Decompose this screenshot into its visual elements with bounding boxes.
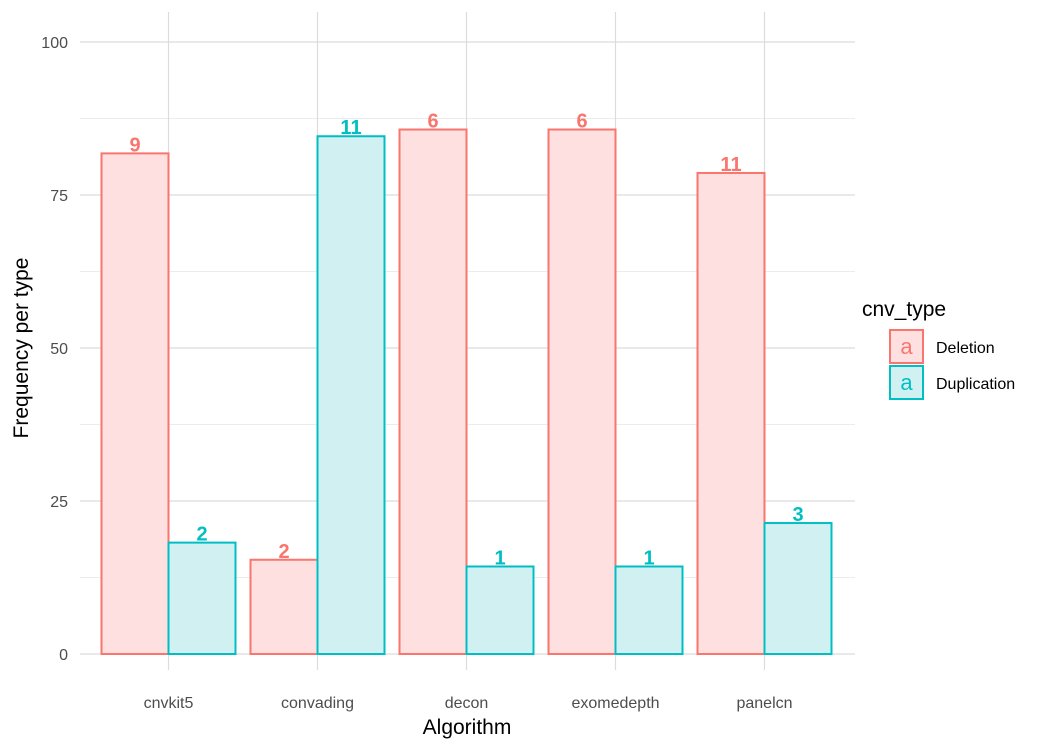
bar-value-label: 11 (720, 154, 741, 176)
y-tick-label: 25 (50, 494, 68, 511)
bar-deletion-decon (398, 128, 468, 656)
legend-key-duplication (889, 365, 924, 400)
legend-key-glyph: a (900, 334, 913, 359)
legend-key-deletion (889, 329, 924, 364)
bars (100, 128, 833, 656)
bar-deletion-panelcn (696, 171, 766, 656)
bar-value-label: 6 (427, 111, 438, 133)
bar-deletion-cnvkit5 (100, 152, 170, 655)
x-axis-ticks: cnvkit5 convading decon exomedepth panelcn (144, 695, 793, 712)
bar-value-label: 2 (278, 541, 289, 563)
y-tick-label: 50 (50, 341, 68, 358)
bar-value-label: 6 (576, 111, 587, 133)
x-tick-label: exomedepth (571, 695, 659, 712)
legend-items: a Deletion a Duplication (889, 329, 1015, 400)
bar-value-label: 11 (340, 117, 361, 139)
legend: cnv_type a Deletion a Duplication (862, 298, 1015, 400)
y-tick-label: 75 (50, 188, 68, 205)
y-tick-label: 0 (59, 647, 68, 664)
bar-value-label: 2 (196, 524, 207, 546)
legend-title: cnv_type (862, 298, 946, 321)
legend-key-glyph: a (900, 370, 913, 395)
bar-deletion-convading (249, 558, 319, 656)
bar-deletion-exomedepth (547, 128, 617, 656)
legend-label-deletion: Deletion (936, 340, 995, 357)
x-tick-label: panelcn (736, 695, 792, 712)
y-tick-label: 100 (41, 35, 68, 52)
bar-duplication-panelcn (763, 522, 833, 655)
bar-value-label: 1 (494, 547, 505, 569)
x-tick-label: decon (445, 695, 489, 712)
y-axis-title: Frequency per type (10, 258, 33, 439)
bar-value-label: 9 (129, 134, 140, 156)
x-tick-label: cnvkit5 (144, 695, 194, 712)
legend-label-duplication: Duplication (936, 376, 1015, 393)
x-axis-title: Algorithm (423, 716, 512, 739)
x-tick-label: convading (281, 695, 354, 712)
bar-duplication-cnvkit5 (167, 541, 237, 656)
y-axis-ticks: 0 25 50 75 100 (41, 35, 68, 664)
bar-duplication-exomedepth (614, 565, 684, 656)
bar-value-label: 3 (792, 504, 803, 526)
bar-value-label: 1 (643, 547, 654, 569)
bar-duplication-convading (316, 135, 386, 656)
bar-duplication-decon (465, 565, 535, 656)
